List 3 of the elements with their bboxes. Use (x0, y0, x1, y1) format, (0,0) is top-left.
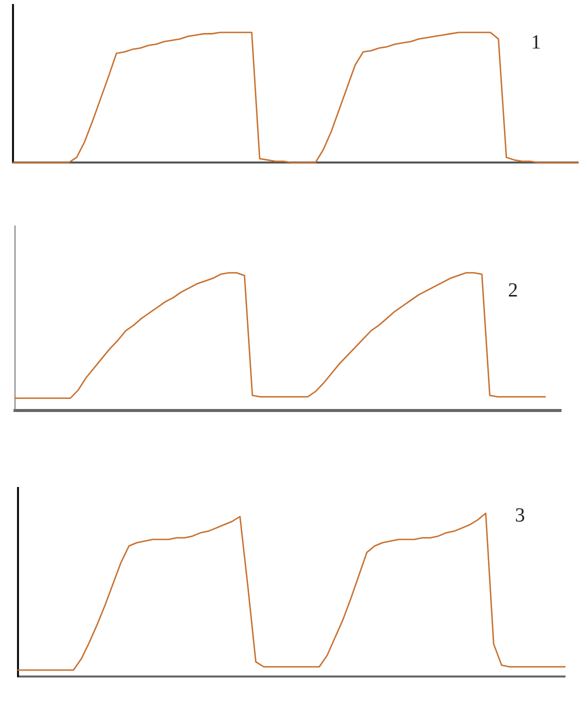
annotation: 2 (508, 279, 518, 302)
annotation: 3 (515, 504, 525, 526)
annotation: 1 (531, 31, 541, 54)
